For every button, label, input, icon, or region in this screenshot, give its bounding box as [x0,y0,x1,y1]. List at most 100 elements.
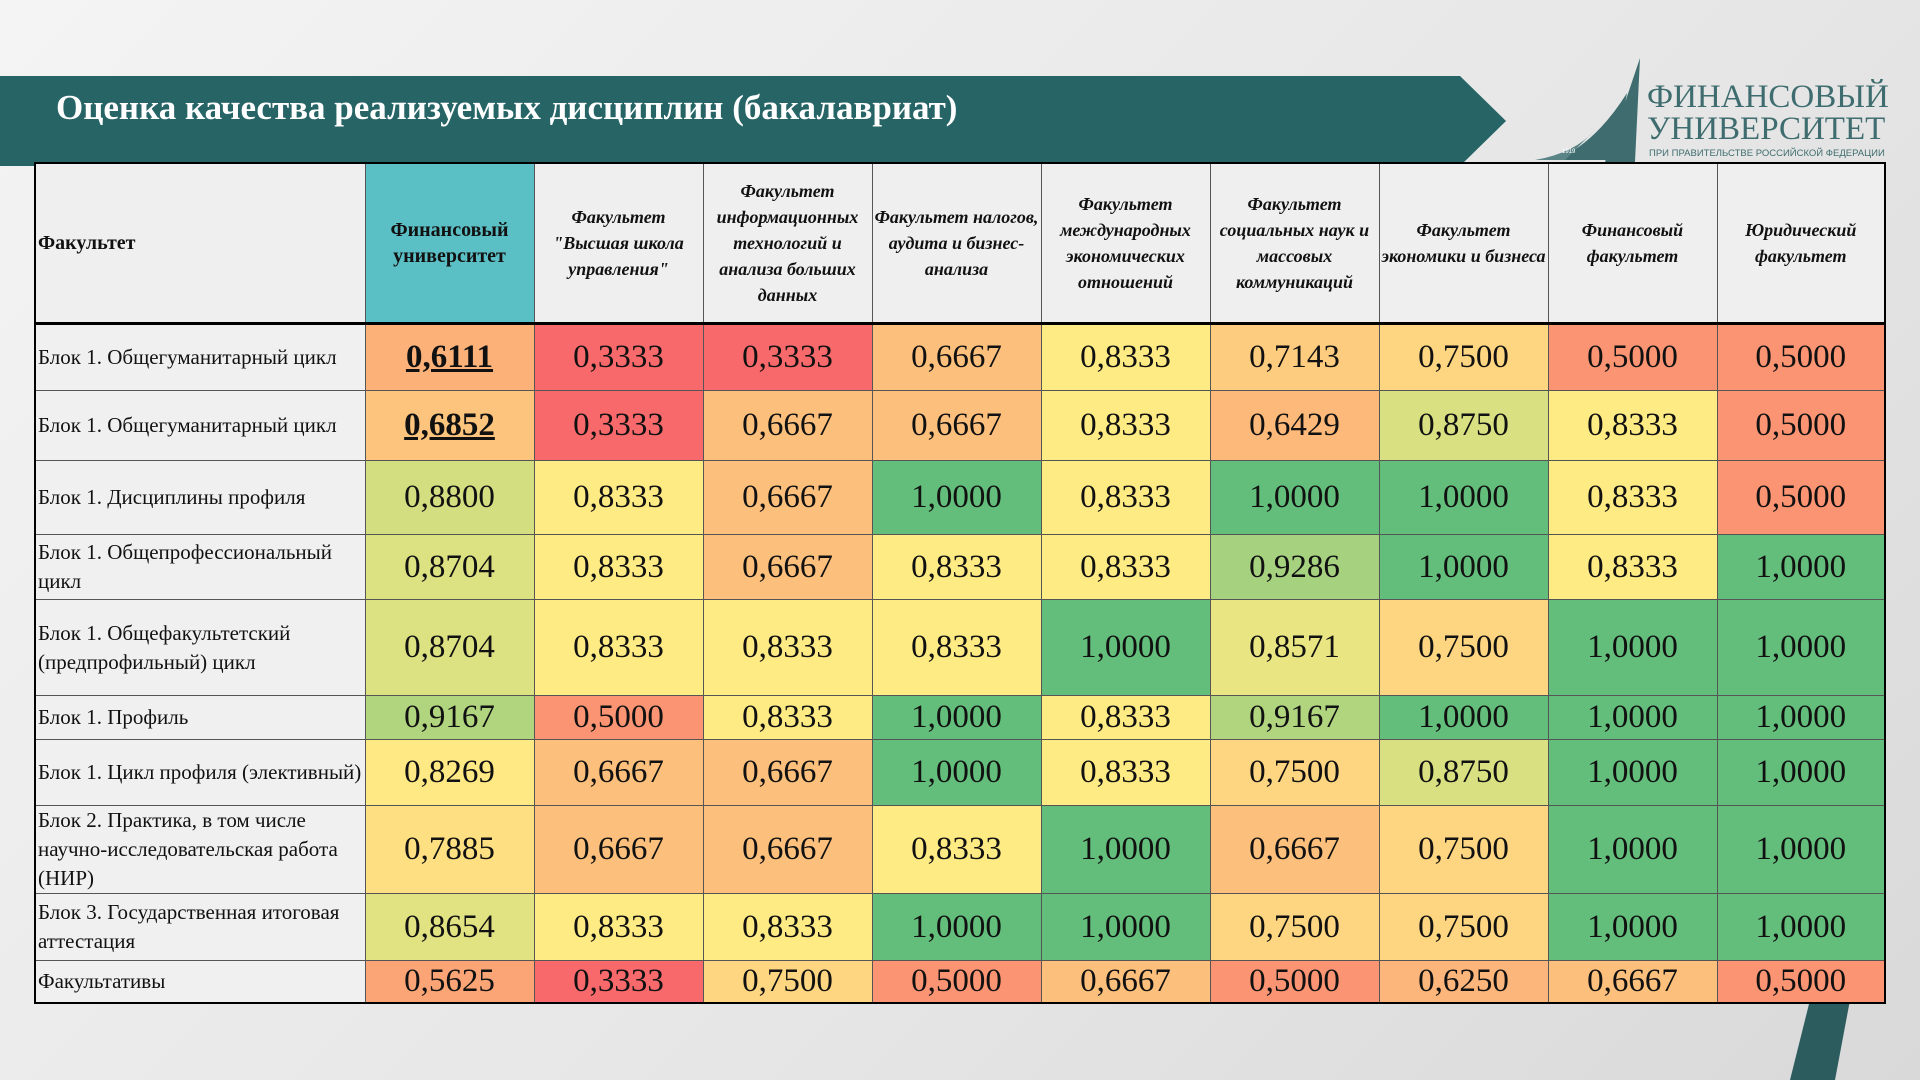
score-cell: 0,5000 [1547,323,1718,391]
score-cell: 0,8704 [364,534,535,600]
score-cell: 1,0000 [1716,695,1886,740]
score-cell: 0,5000 [1716,460,1886,535]
score-cell: 0,7500 [1378,893,1549,961]
score-cell: 0,3333 [533,390,704,461]
score-cell: 0,8333 [1040,534,1211,600]
column-header-faculty: Факультет [34,162,366,324]
column-header: Финансовый факультет [1547,162,1718,324]
score-cell: 1,0000 [871,460,1042,535]
score-cell: 0,8333 [1547,390,1718,461]
score-cell: 0,6667 [702,460,873,535]
score-cell: 0,7500 [1209,739,1380,806]
sail-logo-icon [1535,58,1640,162]
column-header: Юридический факультет [1716,162,1886,324]
score-cell: 0,6852 [364,390,535,461]
row-label: Блок 2. Практика, в том числе научно-исс… [34,805,366,894]
table-row: Блок 3. Государственная итоговая аттеста… [34,893,1886,961]
score-cell: 0,5000 [871,960,1042,1003]
score-cell: 0,6667 [871,323,1042,391]
score-cell: 0,6667 [871,390,1042,461]
table-row: Блок 2. Практика, в том числе научно-исс… [34,805,1886,894]
score-cell: 1,0000 [1547,893,1718,961]
score-cell: 0,7500 [1378,805,1549,894]
page-title: Оценка качества реализуемых дисциплин (б… [56,88,958,127]
score-cell: 1,0000 [1716,739,1886,806]
score-cell: 0,6667 [702,534,873,600]
score-cell: 0,8333 [702,695,873,740]
column-header: Факультет социальных наук и массовых ком… [1209,162,1380,324]
corner-decoration [1790,1000,1850,1080]
table-row: Блок 1. Общегуманитарный цикл 0,6111 0,333… [34,323,1886,391]
score-cell: 0,8333 [1040,390,1211,461]
score-cell: 0,5625 [364,960,535,1003]
header-row: Факультет Финансовый университет Факультет… [34,162,1886,324]
row-label: Блок 1. Дисциплины профиля [34,460,366,535]
score-cell: 0,8333 [871,599,1042,696]
score-cell: 0,8571 [1209,599,1380,696]
score-cell: 1,0000 [1378,460,1549,535]
table-row: Блок 1. Общефакультетский (предпрофильны… [34,599,1886,696]
score-cell: 0,7885 [364,805,535,894]
score-cell: 0,6429 [1209,390,1380,461]
row-label: Блок 1. Общегуманитарный цикл [34,323,366,391]
score-cell: 0,8333 [1547,534,1718,600]
score-cell: 0,6111 [364,323,535,391]
score-cell: 0,8750 [1378,739,1549,806]
score-cell: 0,8704 [364,599,535,696]
row-label: Блок 1. Профиль [34,695,366,740]
score-cell: 0,5000 [1716,960,1886,1003]
score-cell: 0,6667 [533,805,704,894]
score-cell: 0,8333 [533,599,704,696]
column-header: Факультет экономики и бизнеса [1378,162,1549,324]
score-cell: 1,0000 [1209,460,1380,535]
table-row: Блок 1. Общепрофессиональный цикл 0,8704 0… [34,534,1886,600]
score-cell: 0,8333 [1040,460,1211,535]
university-logo: 1919 ФИНАНСОВЫЙ УНИВЕРСИТЕТ ПРИ ПРАВИТЕЛ… [1535,58,1889,162]
score-cell: 0,8333 [871,805,1042,894]
score-cell: 1,0000 [1547,695,1718,740]
table-row: Блок 1. Профиль 0,9167 0,5000 0,8333 1,0000 0… [34,695,1886,740]
score-cell: 1,0000 [871,893,1042,961]
score-cell: 0,8333 [1547,460,1718,535]
score-cell: 0,8333 [533,534,704,600]
row-label: Факультативы [34,960,366,1003]
logo-year: 1919 [1562,149,1576,155]
score-cell: 0,9167 [1209,695,1380,740]
score-cell: 0,8750 [1378,390,1549,461]
score-cell: 1,0000 [1716,805,1886,894]
row-label: Блок 1. Общефакультетский (предпрофильны… [34,599,366,696]
score-cell: 0,6667 [1209,805,1380,894]
logo-subtitle: ПРИ ПРАВИТЕЛЬСТВЕ РОССИЙСКОЙ ФЕДЕРАЦИИ [1649,148,1885,159]
column-header: Факультет международных экономических от… [1040,162,1211,324]
score-cell: 1,0000 [1716,534,1886,600]
score-cell: 1,0000 [1547,599,1718,696]
score-cell: 0,5000 [1716,390,1886,461]
score-cell: 0,8333 [533,460,704,535]
score-cell: 0,6250 [1378,960,1549,1003]
table-row: Блок 1. Дисциплины профиля 0,8800 0,8333 0,… [34,460,1886,535]
column-header: Факультет "Высшая школа управления" [533,162,704,324]
score-cell: 1,0000 [871,695,1042,740]
score-cell: 1,0000 [1040,805,1211,894]
score-cell: 1,0000 [1040,893,1211,961]
score-cell: 0,8333 [702,893,873,961]
score-cell: 0,8269 [364,739,535,806]
column-header: Факультет информационных технологий и ан… [702,162,873,324]
score-cell: 0,8333 [1040,323,1211,391]
score-cell: 1,0000 [1378,695,1549,740]
score-cell: 0,6667 [702,805,873,894]
score-cell: 0,3333 [702,323,873,391]
logo-line2: УНИВЕРСИТЕТ [1647,111,1886,147]
score-cell: 0,9286 [1209,534,1380,600]
table-row: Блок 1. Цикл профиля (элективный) 0,8269 0… [34,739,1886,806]
score-cell: 1,0000 [871,739,1042,806]
score-cell: 0,3333 [533,960,704,1003]
score-cell: 0,5000 [1209,960,1380,1003]
score-cell: 1,0000 [1547,805,1718,894]
score-cell: 1,0000 [1716,599,1886,696]
score-cell: 0,8654 [364,893,535,961]
row-label: Блок 3. Государственная итоговая аттеста… [34,893,366,961]
score-cell: 0,6667 [1040,960,1211,1003]
table-row: Факультативы 0,5625 0,3333 0,7500 0,5000 0,66… [34,960,1886,1003]
score-cell: 0,8333 [1040,695,1211,740]
